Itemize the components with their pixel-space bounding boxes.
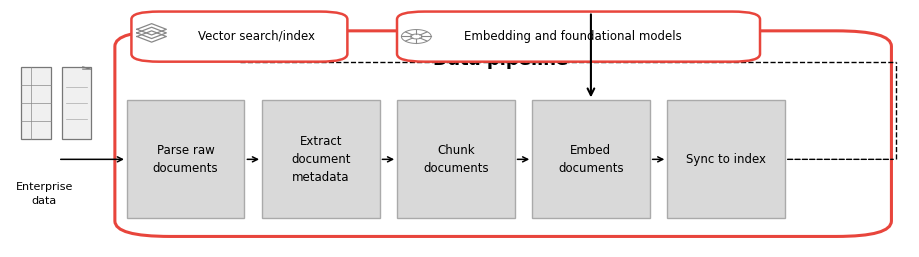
Text: Embed
documents: Embed documents xyxy=(558,144,624,175)
Text: Sync to index: Sync to index xyxy=(686,153,766,166)
Text: Vector search/index: Vector search/index xyxy=(198,30,314,43)
FancyBboxPatch shape xyxy=(21,67,51,139)
FancyBboxPatch shape xyxy=(262,100,380,218)
Text: Parse raw
documents: Parse raw documents xyxy=(153,144,219,175)
FancyBboxPatch shape xyxy=(127,100,244,218)
FancyBboxPatch shape xyxy=(115,31,891,236)
Text: Data pipeline: Data pipeline xyxy=(433,51,569,69)
FancyBboxPatch shape xyxy=(397,100,515,218)
FancyBboxPatch shape xyxy=(532,100,650,218)
FancyBboxPatch shape xyxy=(397,12,760,62)
FancyBboxPatch shape xyxy=(131,12,347,62)
FancyBboxPatch shape xyxy=(62,67,91,139)
Text: Chunk
documents: Chunk documents xyxy=(423,144,489,175)
FancyBboxPatch shape xyxy=(667,100,785,218)
Text: Embedding and foundational models: Embedding and foundational models xyxy=(464,30,682,43)
Text: Extract
document
metadata: Extract document metadata xyxy=(291,135,350,184)
Text: Enterprise
data: Enterprise data xyxy=(16,182,73,206)
